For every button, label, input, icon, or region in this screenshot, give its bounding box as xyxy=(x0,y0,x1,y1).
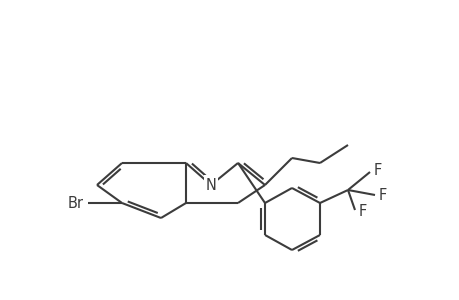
Text: Br: Br xyxy=(68,196,84,211)
Text: N: N xyxy=(205,178,216,193)
Text: F: F xyxy=(378,188,386,202)
Text: F: F xyxy=(358,205,366,220)
Text: F: F xyxy=(373,163,381,178)
